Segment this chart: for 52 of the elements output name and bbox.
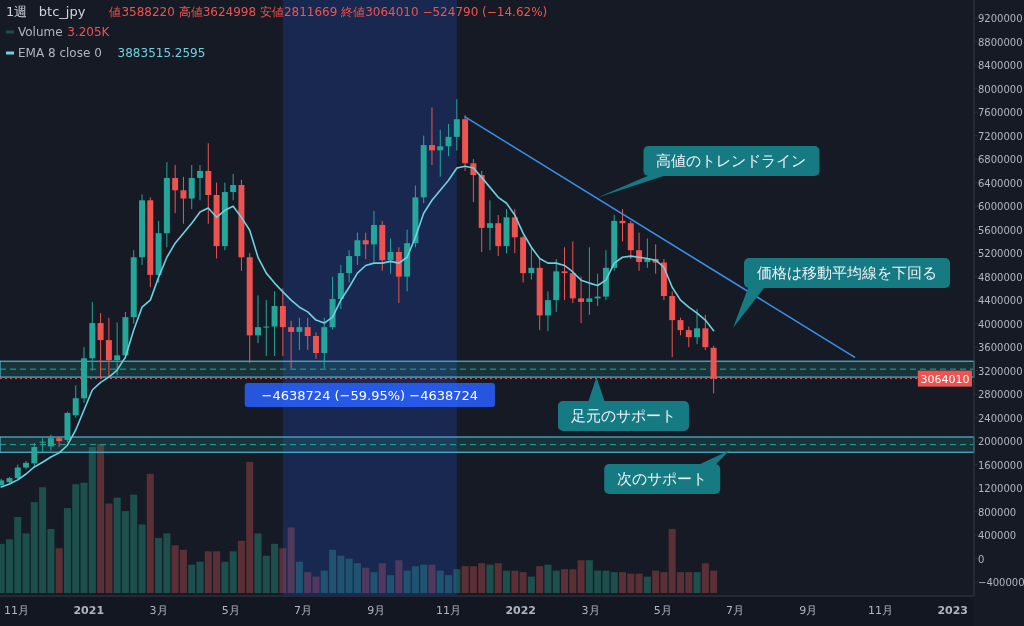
x-tick-label: 3月 [149, 604, 168, 617]
chart-title: btc_jpy [38, 4, 86, 19]
annotation: 価格は移動平均線を下回る [757, 264, 937, 282]
y-tick-label: 0 [978, 553, 985, 565]
legend-label: Volume [18, 25, 63, 39]
y-tick-label: 1600000 [978, 459, 1023, 471]
annotation: 足元のサポート [570, 407, 676, 426]
y-tick-label: 8400000 [978, 60, 1023, 72]
annotation: 高値のトレンドライン [656, 151, 807, 170]
band-label: −4638724 (−59.95%) −4638724 [261, 388, 479, 403]
y-tick-label: 2800000 [978, 389, 1023, 401]
y-tick-label: 8800000 [978, 36, 1023, 48]
y-tick-label: 3600000 [978, 342, 1023, 354]
annotation: 3.205K [67, 25, 111, 39]
y-tick-label: 5600000 [978, 224, 1023, 236]
x-tick-label: 2022 [505, 604, 537, 617]
y-tick-label: 800000 [978, 506, 1017, 518]
y-tick-label: 7600000 [978, 107, 1023, 119]
y-tick-label: 4000000 [978, 318, 1023, 330]
y-tick-label: 3200000 [978, 365, 1023, 377]
y-tick-label: 7200000 [978, 130, 1023, 142]
y-tick-label: 2400000 [978, 412, 1023, 424]
x-tick-label: 7月 [725, 604, 744, 617]
legend-label: EMA 8 close 0 [18, 46, 102, 60]
y-tick-label: 1200000 [978, 483, 1023, 495]
x-tick-label: 11月 [868, 604, 894, 617]
y-tick-label: 5200000 [978, 248, 1023, 260]
x-tick-label: 7月 [293, 604, 312, 617]
chart-subtitle: 1週 [6, 4, 28, 19]
annotation: 次のサポート [617, 469, 708, 488]
x-tick-label: 2021 [73, 604, 105, 617]
annotation: 3883515.2595 [117, 46, 206, 60]
x-tick-label: 3月 [581, 604, 600, 617]
y-tick-label: 6000000 [978, 201, 1023, 213]
ref-line-label: 3064010 [920, 372, 970, 386]
y-tick-label: 4400000 [978, 295, 1023, 307]
y-tick-label: 6800000 [978, 154, 1023, 166]
x-tick-label: 11月 [4, 604, 30, 617]
y-tick-label: 8000000 [978, 83, 1023, 95]
x-tick-label: 5月 [221, 604, 240, 617]
x-tick-label: 9月 [367, 604, 386, 617]
y-tick-label: 6400000 [978, 177, 1023, 189]
y-tick-label: −400000 [978, 577, 1024, 589]
y-tick-label: 4800000 [978, 271, 1023, 283]
annotation: 値3588220 高値3624998 安値2811669 終値3064010 −524790 (−14.62%) [109, 5, 548, 19]
y-tick-label: 400000 [978, 530, 1017, 542]
y-tick-label: 9200000 [978, 13, 1023, 25]
x-tick-label: 5月 [653, 604, 672, 617]
x-tick-label: 11月 [436, 604, 462, 617]
x-tick-label: 9月 [799, 604, 818, 617]
y-tick-label: 2000000 [978, 436, 1023, 448]
x-tick-label: 2023 [937, 604, 969, 617]
